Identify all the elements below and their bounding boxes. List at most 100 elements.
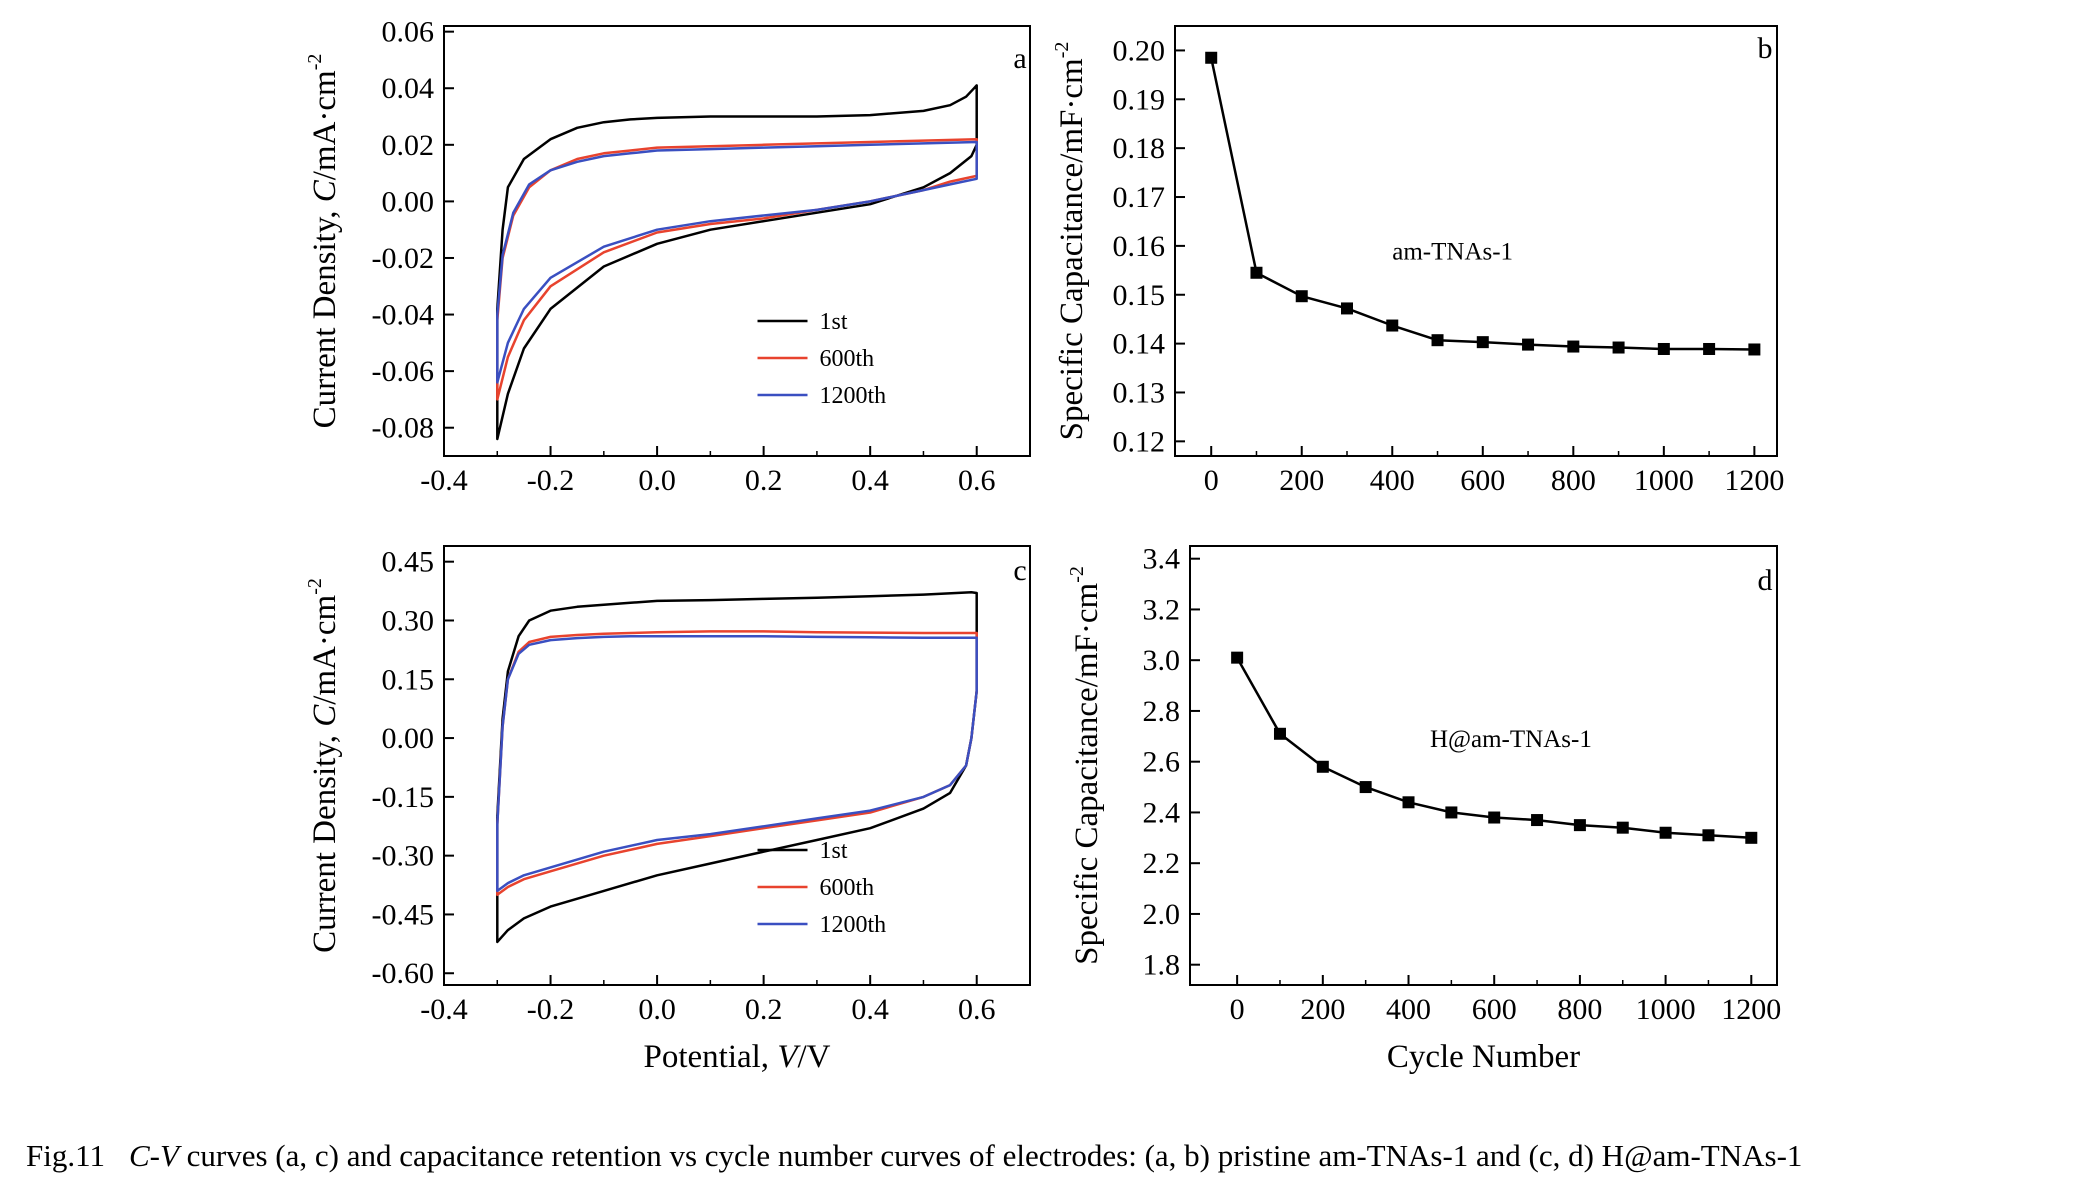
panel-c-legend-label-0: 1st — [820, 838, 848, 864]
panel-d-ytick-label-2: 3.0 — [1143, 644, 1181, 677]
panel-d-point-7 — [1531, 814, 1544, 827]
panel-b-point-9 — [1612, 341, 1625, 354]
panel-b-point-11 — [1703, 342, 1716, 355]
panel-a-ylabel: Current Density, C/mA·cm-2 — [304, 54, 343, 429]
panel-b-annotation: am-TNAs-1 — [1392, 239, 1513, 266]
panel-a-ytick-label-6: -0.06 — [372, 355, 435, 388]
panel-a-ytick-label-1: 0.04 — [382, 72, 435, 105]
caption-italic: C-V — [128, 1138, 179, 1173]
panel-a-xtick-label-1: -0.2 — [527, 464, 575, 497]
panel-a-legend-label-1: 600th — [820, 346, 875, 372]
panel-c-frame — [443, 545, 1031, 986]
panel-b-xtick-label-1: 200 — [1279, 464, 1324, 497]
panel-b-xtick-label-3: 600 — [1460, 464, 1505, 497]
panel-d-point-2 — [1316, 760, 1329, 773]
panel-b-ytick-label-4: 0.16 — [1113, 230, 1166, 263]
panel-d-point-4 — [1402, 796, 1415, 809]
panel-b-point-5 — [1431, 334, 1444, 347]
panel-d-xtick-label-5: 1000 — [1636, 993, 1696, 1026]
panel-d-point-0 — [1231, 651, 1244, 664]
panel-a-series-0-line — [496, 84, 978, 441]
panel-c-ytick-label-5: -0.30 — [372, 840, 435, 873]
panel-b-point-3 — [1341, 302, 1353, 315]
panel-c-ytick-label-2: 0.15 — [382, 663, 435, 696]
panel-b-ytick-label-6: 0.14 — [1113, 328, 1166, 361]
panel-b-ytick-label-7: 0.13 — [1113, 376, 1166, 409]
panel-b-series-0-line — [1209, 57, 1755, 351]
panel-a-ytick-label-7: -0.08 — [372, 412, 435, 445]
panel-a-series-2-line — [496, 140, 978, 384]
panel-d-ytick-label-8: 1.8 — [1143, 949, 1181, 982]
panel-d-ytick-label-3: 2.8 — [1143, 695, 1181, 728]
panel-d-point-6 — [1488, 811, 1501, 824]
panel-c-xlabel: Potential, V/V — [643, 1039, 830, 1075]
panel-a-ytick-label-3: 0.00 — [382, 185, 435, 218]
panel-d-point-9 — [1616, 821, 1629, 834]
panel-c-tag: c — [1013, 554, 1026, 587]
panel-b-tag: b — [1758, 32, 1773, 65]
panel-b-ytick-label-1: 0.19 — [1113, 83, 1166, 116]
panel-c-ytick-label-6: -0.45 — [372, 898, 435, 931]
panel-b-point-0 — [1205, 51, 1218, 64]
panel-d-ytick-label-4: 2.6 — [1143, 746, 1181, 779]
panel-a-ytick-label-0: 0.06 — [382, 16, 435, 49]
panel-d-point-1 — [1273, 727, 1286, 740]
panel-c-series-2-line — [496, 634, 978, 893]
panel-b-point-10 — [1657, 342, 1670, 355]
panel-b-ytick-label-8: 0.12 — [1113, 425, 1166, 458]
panel-b-ytick-label-5: 0.15 — [1113, 279, 1166, 312]
panel-c-xtick-label-2: 0.0 — [638, 993, 676, 1026]
panel-a-tag: a — [1013, 42, 1026, 75]
panel-b-point-4 — [1386, 319, 1399, 332]
panel-d-point-5 — [1445, 806, 1458, 819]
panel-a-ytick-label-2: 0.02 — [382, 129, 435, 162]
panel-a-xtick-label-0: -0.4 — [420, 464, 468, 497]
figure-caption: Fig.11 C-V curves (a, c) and capacitance … — [26, 1138, 2076, 1174]
panel-a-xtick-label-2: 0.0 — [638, 464, 676, 497]
panel-d-ytick-label-1: 3.2 — [1143, 593, 1181, 626]
panel-a-ytick-label-4: -0.02 — [372, 242, 435, 275]
panel-d-point-8 — [1573, 819, 1586, 832]
panel-d-point-11 — [1702, 829, 1715, 842]
panel-c-ylabel: Current Density, C/mA·cm-2 — [304, 578, 343, 953]
panel-d-point-10 — [1659, 826, 1672, 839]
panel-d-ylabel-group: Specific Capacitance/mF·cm-2 — [1066, 566, 1105, 965]
caption-label: Fig.11 — [26, 1138, 105, 1173]
panel-c-xtick-label-4: 0.4 — [851, 993, 889, 1026]
panel-a-xtick-label-3: 0.2 — [745, 464, 783, 497]
panel-b-point-1 — [1250, 266, 1263, 279]
caption-text: curves (a, c) and capacitance retention … — [178, 1138, 1803, 1173]
panel-b-ylabel: Specific Capacitance/mF·cm-2 — [1051, 42, 1090, 441]
panel-c-ytick-label-1: 0.30 — [382, 604, 435, 637]
panel-c-legend-label-2: 1200th — [820, 912, 887, 938]
panel-b-point-2 — [1295, 290, 1308, 303]
panel-b-point-12 — [1748, 343, 1761, 356]
panel-c-xtick-label-0: -0.4 — [420, 993, 468, 1026]
panel-b-xtick-label-5: 1000 — [1634, 464, 1694, 497]
panel-b-ytick-label-2: 0.18 — [1113, 132, 1166, 165]
panel-d-ylabel: Specific Capacitance/mF·cm-2 — [1066, 566, 1105, 965]
panel-c-legend-label-1: 600th — [820, 875, 875, 901]
panel-a-ytick-label-5: -0.04 — [372, 299, 435, 332]
panel-a-xtick-label-5: 0.6 — [958, 464, 996, 497]
panel-d-ytick-label-5: 2.4 — [1143, 796, 1181, 829]
panel-d-frame — [1189, 545, 1778, 986]
panel-a-legend-label-2: 1200th — [820, 383, 887, 409]
panel-c-xtick-label-5: 0.6 — [958, 993, 996, 1026]
panel-c-ylabel-group: Current Density, C/mA·cm-2 — [304, 578, 343, 953]
panel-a-series-1-line — [496, 137, 978, 401]
panel-b-xtick-label-2: 400 — [1370, 464, 1415, 497]
panel-d-xtick-label-2: 400 — [1386, 993, 1431, 1026]
panel-b-point-8 — [1567, 340, 1580, 353]
panel-a-xtick-label-4: 0.4 — [851, 464, 889, 497]
panel-a-legend-label-0: 1st — [820, 309, 848, 335]
panel-b-xtick-label-0: 0 — [1204, 464, 1219, 497]
panel-b-frame — [1174, 25, 1778, 457]
panel-d-xlabel: Cycle Number — [1387, 1039, 1580, 1075]
panel-d-point-3 — [1359, 781, 1372, 794]
panel-d-xtick-label-3: 600 — [1472, 993, 1517, 1026]
panel-d-xtick-label-0: 0 — [1230, 993, 1245, 1026]
panel-c-series-0-line — [496, 591, 978, 944]
panel-b-xtick-label-6: 1200 — [1724, 464, 1784, 497]
